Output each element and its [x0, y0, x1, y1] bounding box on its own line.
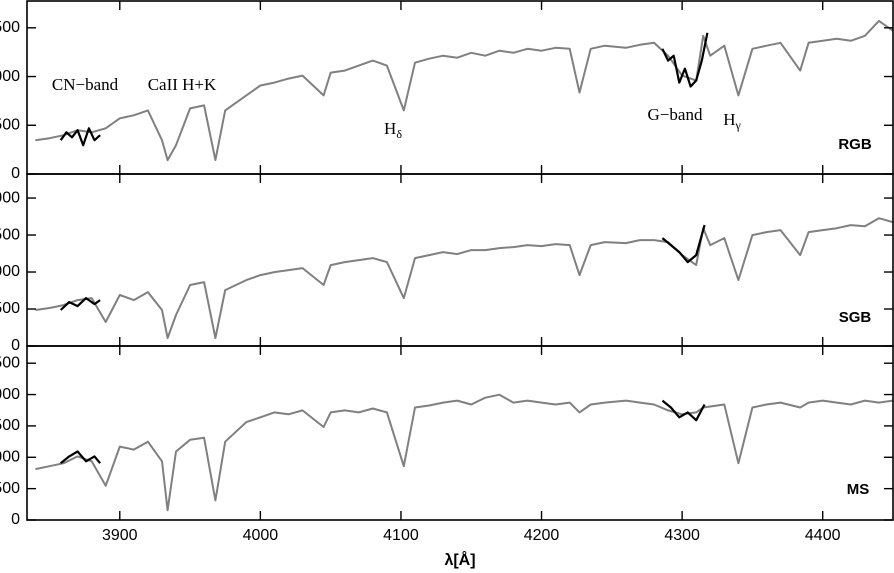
y-tick-label: 1000 [0, 448, 20, 465]
panel-frame [26, 345, 894, 521]
annotation-text: CN−band [52, 75, 119, 94]
x-tick-label: 4300 [664, 527, 700, 544]
spectrum-line [35, 217, 894, 339]
y-tick-label: 1000 [0, 68, 20, 85]
spectrum-line [59, 297, 101, 311]
x-tick-label: 4100 [383, 527, 419, 544]
spectrum-line [59, 127, 101, 147]
y-tick-label: 500 [0, 300, 20, 317]
panel-frame [26, 173, 894, 347]
y-tick-label: 0 [11, 165, 20, 182]
y-tick-label: 2000 [0, 386, 20, 403]
x-tick-label: 3900 [102, 527, 138, 544]
y-tick-label: 1500 [0, 226, 20, 243]
x-tick-label: 4200 [524, 527, 560, 544]
annotation-subscript: δ [396, 127, 402, 141]
annotation: Hγ [723, 110, 741, 132]
panel-label: MS [847, 481, 870, 498]
annotation-text: H [384, 119, 396, 138]
annotation: CN−band [52, 75, 119, 94]
y-tick-label: 500 [0, 480, 20, 497]
y-tick-label: 500 [0, 116, 20, 133]
annotation-text: G−band [648, 105, 703, 124]
spectrum-line [661, 399, 706, 422]
y-tick-label: 1500 [0, 19, 20, 36]
spectrum-line [35, 393, 894, 512]
annotation: CaII H+K [148, 75, 217, 94]
y-tick-label: 0 [11, 337, 20, 354]
spectrum-line [35, 19, 894, 162]
annotation-text: CaII H+K [148, 75, 217, 94]
spectrum-line [60, 450, 101, 465]
y-tick-label: 0 [11, 511, 20, 528]
annotation-text: H [723, 110, 735, 129]
panel-label: RGB [838, 136, 872, 153]
annotation-subscript: γ [734, 118, 741, 132]
spectrum-line [661, 224, 706, 264]
y-tick-label: 1500 [0, 417, 20, 434]
y-tick-label: 2000 [0, 189, 20, 206]
x-tick-label: 4400 [805, 527, 841, 544]
x-tick-label: 4000 [243, 527, 279, 544]
annotation: Hδ [384, 119, 402, 141]
y-tick-label: 2500 [0, 354, 20, 371]
panel-label: SGB [839, 309, 872, 326]
y-tick-label: 1000 [0, 263, 20, 280]
x-axis-label: λ[Å] [444, 550, 475, 569]
annotation: G−band [648, 105, 703, 124]
spectrum-line [661, 32, 709, 88]
